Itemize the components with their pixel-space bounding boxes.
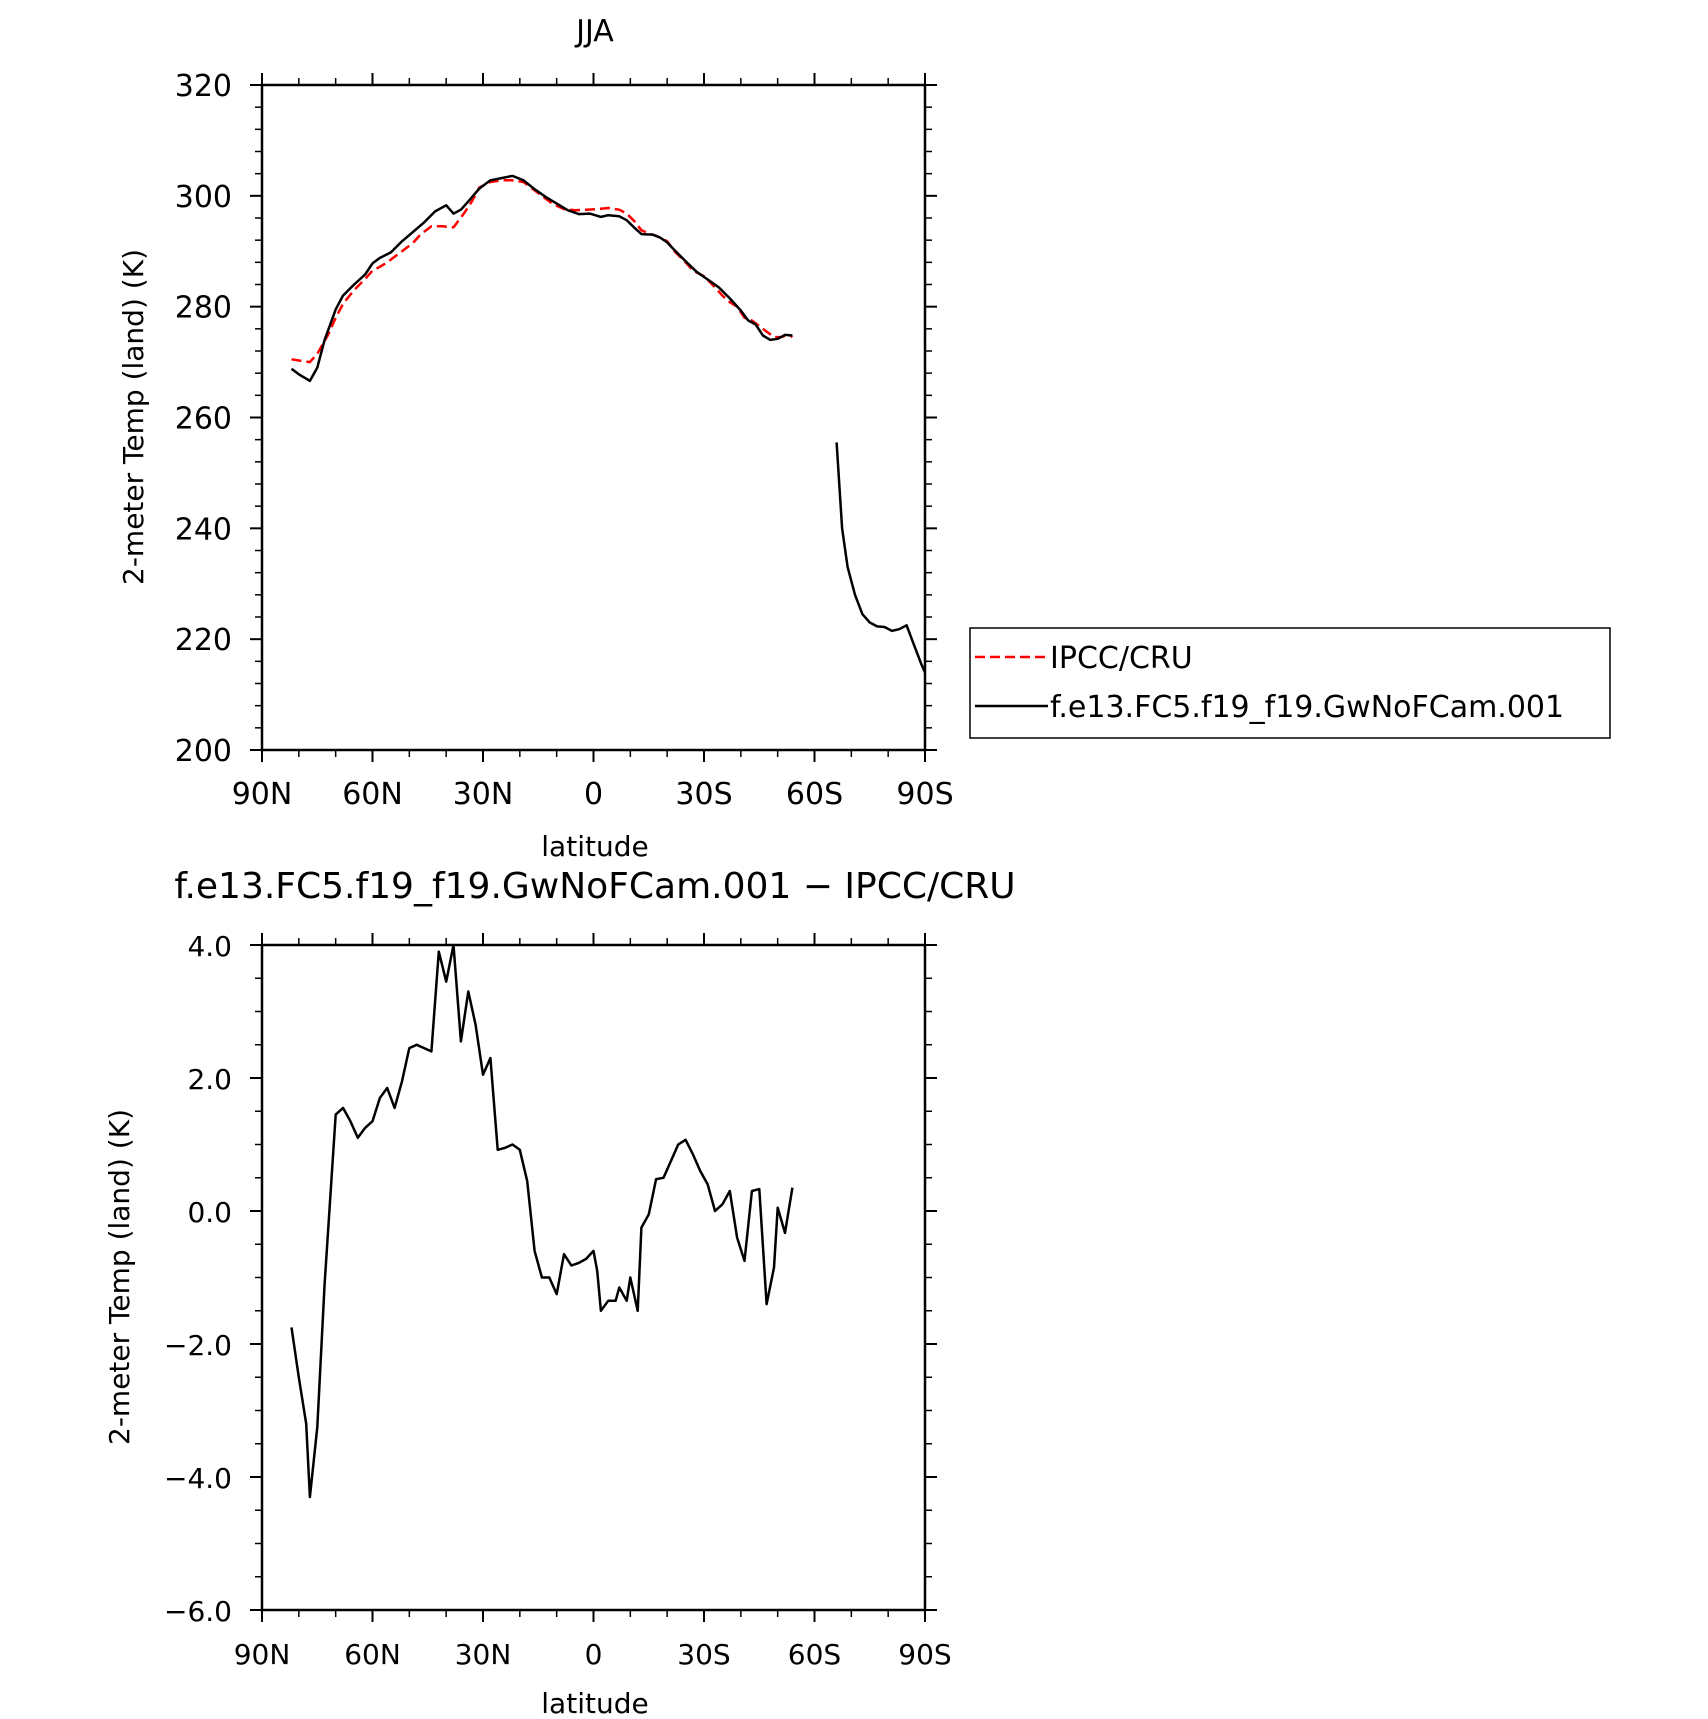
top-y-tick-label: 300	[175, 180, 232, 215]
top-y-tick-label: 220	[175, 623, 232, 658]
bottom-y-tick-label: 4.0	[187, 930, 232, 963]
top-x-tick-label: 60S	[786, 777, 843, 812]
top-y-tick-label: 320	[175, 69, 232, 104]
top-y-tick-label: 240	[175, 512, 232, 547]
top-ticks	[250, 73, 937, 762]
top-x-tick-label: 90N	[232, 777, 293, 812]
bottom-series	[290, 943, 794, 1499]
legend-entry-ipcc-cru: IPCC/CRU	[1050, 641, 1193, 676]
bottom-y-tick-label: −6.0	[164, 1595, 232, 1628]
top-series	[290, 174, 927, 673]
bottom-x-tick-label: 0	[585, 1638, 603, 1671]
bottom-x-axis-label: latitude	[541, 1687, 648, 1719]
top-plot-frame	[260, 83, 927, 752]
bottom-series-0-line-0	[290, 943, 794, 1499]
top-x-tick-label: 90S	[896, 777, 953, 812]
top-x-tick-label: 0	[584, 777, 603, 812]
bottom-y-tick-label: 0.0	[187, 1196, 232, 1229]
top-x-axis-label: latitude	[541, 830, 648, 863]
bottom-y-axis-label: 2-meter Temp (land) (K)	[103, 1109, 136, 1445]
bottom-tick-labels: 90N 60N 30N 0 30S 60S 90S −6.0 −4.0 −2.0 0.0 2.0 4.0	[164, 930, 952, 1671]
bottom-y-tick-label: −4.0	[164, 1462, 232, 1495]
bottom-x-tick-label: 60S	[788, 1638, 841, 1671]
bottom-y-tick-label: 2.0	[187, 1063, 232, 1096]
top-y-tick-label: 280	[175, 291, 232, 326]
bottom-panel: f.e13.FC5.f19_f19.GwNoFCam.001 − IPCC/CR…	[103, 866, 1016, 1719]
top-series-1-line-0	[290, 174, 793, 383]
top-tick-labels: 90N 60N 30N 0 30S 60S 90S 200 220 240 260 280 300 320	[175, 69, 954, 812]
top-series-1-line-1	[835, 442, 927, 673]
bottom-ticks	[250, 933, 937, 1622]
top-chart-title: JJA	[574, 14, 614, 49]
bottom-y-tick-label: −2.0	[164, 1329, 232, 1362]
legend-entry-model: f.e13.FC5.f19_f19.GwNoFCam.001	[1050, 690, 1564, 725]
bottom-chart-title: f.e13.FC5.f19_f19.GwNoFCam.001 − IPCC/CR…	[174, 866, 1015, 907]
top-y-tick-label: 260	[175, 402, 232, 437]
legend-box	[969, 627, 1611, 739]
legend: IPCC/CRU f.e13.FC5.f19_f19.GwNoFCam.001	[969, 627, 1611, 739]
bottom-x-tick-label: 60N	[344, 1638, 401, 1671]
bottom-x-tick-label: 90N	[234, 1638, 291, 1671]
bottom-x-tick-label: 90S	[898, 1638, 951, 1671]
top-y-tick-label: 200	[175, 734, 232, 769]
top-y-axis-label: 2-meter Temp (land) (K)	[117, 249, 150, 585]
top-panel: JJA 90N 60N 30N 0 30S 60S 90S 200 220 240 260 280 30…	[117, 14, 1611, 863]
bottom-plot-frame	[260, 943, 927, 1612]
top-x-tick-label: 60N	[342, 777, 403, 812]
bottom-x-tick-label: 30S	[677, 1638, 730, 1671]
top-x-tick-label: 30S	[675, 777, 732, 812]
bottom-x-tick-label: 30N	[455, 1638, 512, 1671]
top-x-tick-label: 30N	[453, 777, 514, 812]
